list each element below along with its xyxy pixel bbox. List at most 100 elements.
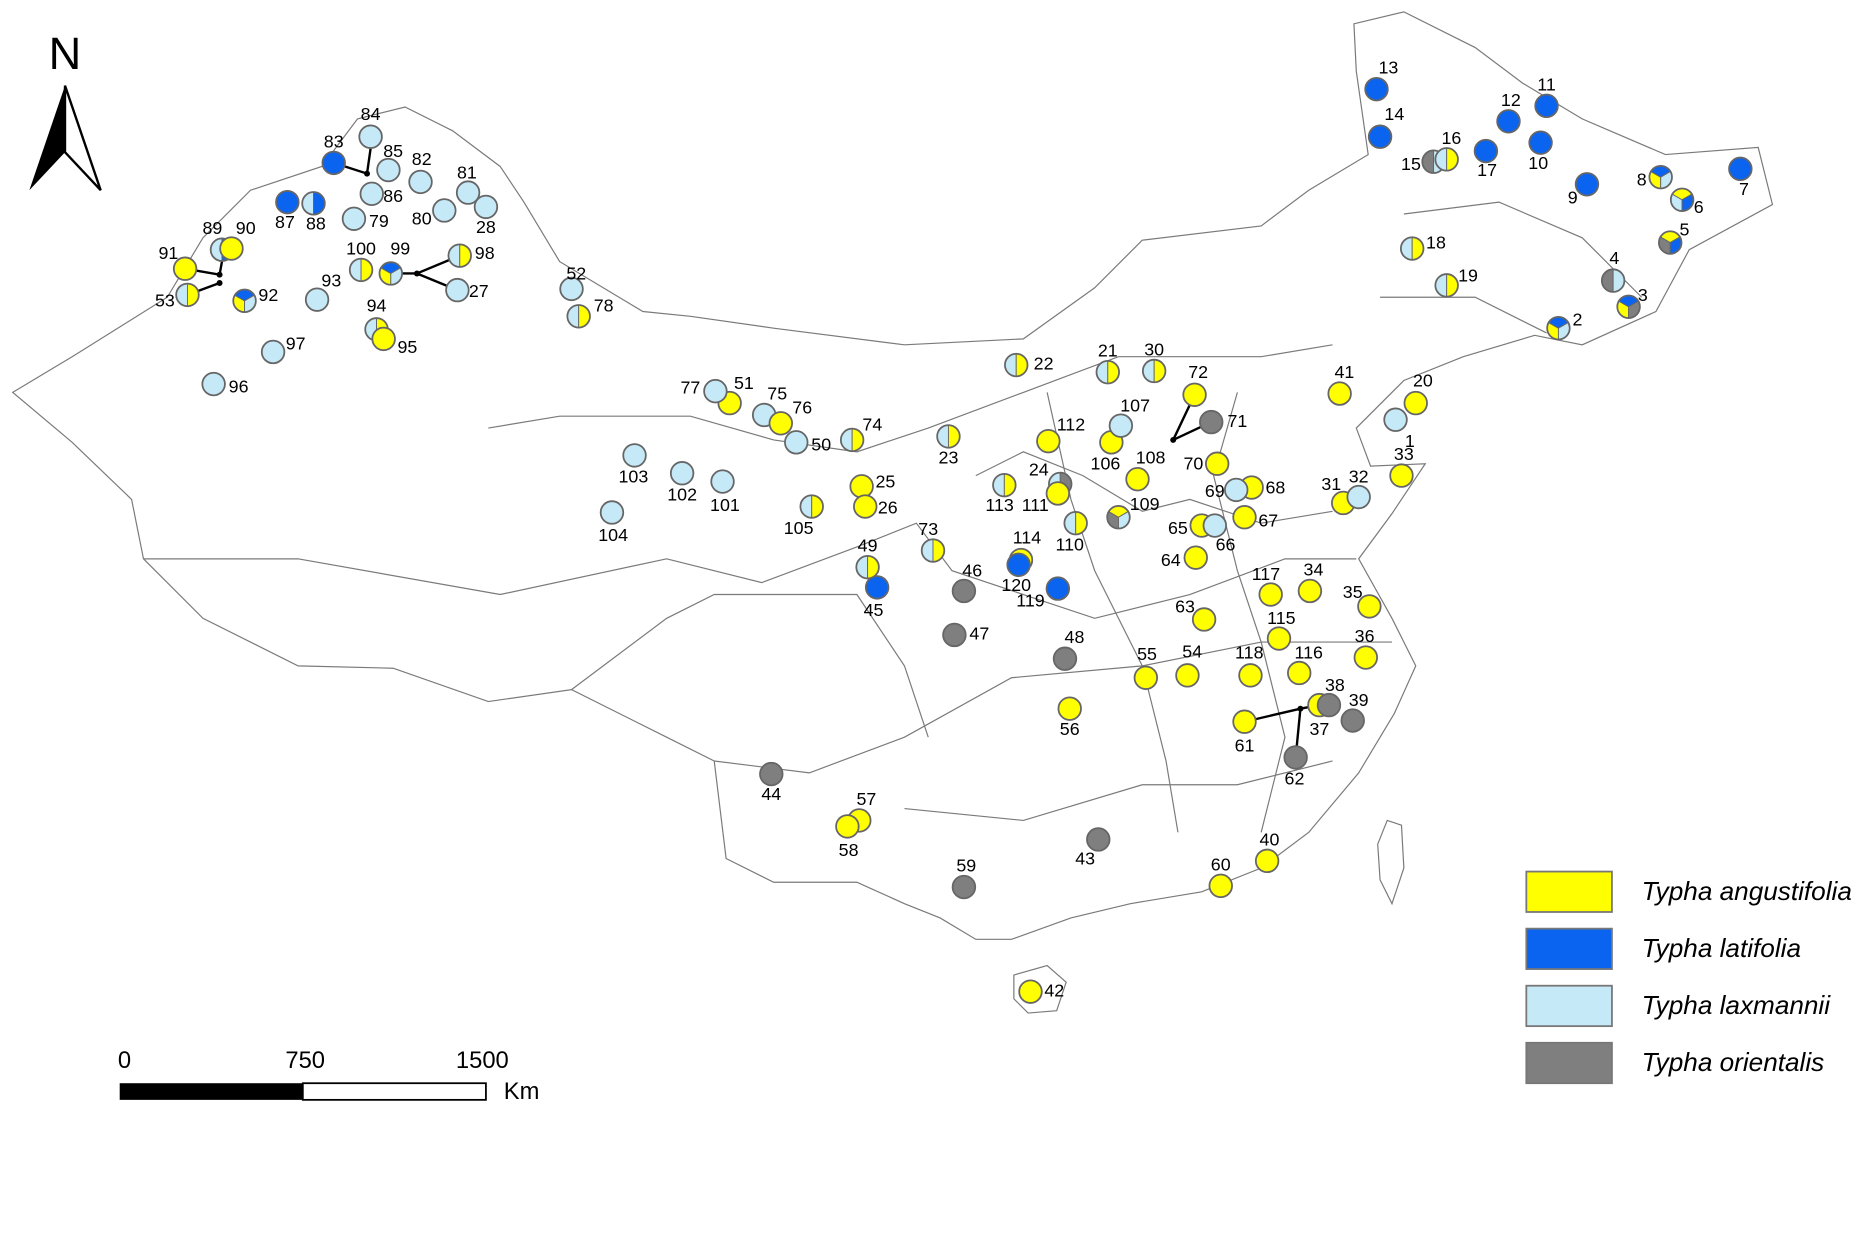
site-marker: [703, 379, 728, 404]
legend: Typha angustifolia Typha latifolia Typha l…: [1525, 870, 1852, 1085]
site-label: 97: [286, 334, 306, 354]
site-label: 82: [412, 149, 432, 169]
site-marker: [1403, 390, 1428, 416]
site-marker: [432, 198, 457, 223]
site-marker: [172, 256, 198, 281]
site-marker: [1254, 848, 1280, 874]
site-marker: [1175, 663, 1200, 688]
site-label: 46: [962, 561, 982, 581]
site-label: 22: [1034, 354, 1054, 374]
site-slice: [1446, 273, 1459, 298]
site-label: 69: [1205, 481, 1225, 501]
site-label: 61: [1235, 735, 1255, 755]
site-marker: [1258, 582, 1283, 607]
site-outline: [855, 554, 880, 580]
site-marker: [1232, 505, 1257, 530]
site-outline: [1648, 164, 1673, 190]
site-marker: [1208, 873, 1233, 899]
legend-label: Typha latifolia: [1642, 933, 1801, 963]
site-label: 40: [1260, 829, 1280, 849]
site-marker: [408, 169, 433, 195]
site-marker: [1182, 382, 1207, 407]
province-line: [488, 344, 1333, 453]
taiwan-outline: [1377, 819, 1405, 906]
legend-swatch: [1525, 1041, 1613, 1085]
site-label: 43: [1075, 848, 1095, 868]
site-slice: [1063, 511, 1077, 535]
site-label: 45: [864, 600, 884, 620]
site-marker: [275, 189, 300, 215]
site-marker: [1283, 745, 1308, 770]
site-outline: [1095, 359, 1120, 385]
scale-black: [119, 1083, 303, 1100]
site-marker: [1191, 607, 1217, 632]
site-outline: [799, 494, 824, 519]
site-marker: [951, 578, 977, 604]
site-outline: [175, 282, 200, 308]
site-slice: [811, 494, 824, 519]
site-label: 104: [598, 525, 628, 545]
site-label: 54: [1182, 641, 1202, 661]
site-label: 19: [1458, 266, 1478, 286]
site-label: 80: [412, 209, 432, 229]
leader-dot: [216, 280, 223, 286]
site-label: 59: [956, 856, 976, 876]
legend-swatch: [1525, 870, 1613, 913]
site-label: 4: [1609, 248, 1619, 268]
site-marker: [1133, 665, 1159, 690]
scale-bar: 0 750 1500 Km: [118, 1047, 540, 1105]
site-label: 65: [1168, 518, 1188, 538]
site-marker: [359, 181, 384, 207]
site-marker: [1346, 484, 1371, 510]
site-marker: [853, 494, 878, 519]
site-label: 31: [1321, 474, 1341, 494]
site-marker: [341, 206, 367, 231]
site-label: 35: [1343, 582, 1363, 602]
site-marker: [1006, 552, 1031, 577]
site-marker: [784, 430, 809, 455]
legend-swatch: [1525, 927, 1613, 970]
leader-dot: [364, 170, 370, 177]
site-marker: [768, 411, 793, 436]
site-label: 37: [1310, 719, 1330, 739]
site-marker: [371, 326, 396, 352]
site-marker: [1534, 93, 1559, 119]
site-marker: [864, 575, 890, 600]
site-label: 42: [1044, 980, 1064, 1000]
site-marker: [1389, 463, 1414, 488]
sites: 1234567891011121314151617181920212223242…: [155, 58, 1753, 1004]
site-marker: [1199, 409, 1224, 435]
site-slice: [301, 191, 314, 216]
site-outline: [936, 424, 961, 449]
site-marker: [710, 469, 735, 494]
site-slice: [448, 243, 461, 268]
province-line: [571, 593, 929, 738]
site-label: 81: [457, 162, 477, 182]
site-label: 84: [361, 104, 381, 124]
site-label: 23: [939, 448, 959, 468]
site-label: 110: [1056, 534, 1085, 554]
site-label: 109: [1130, 494, 1160, 514]
site-label: 85: [383, 141, 403, 161]
site-label: 66: [1216, 534, 1236, 554]
site-marker: [669, 461, 695, 486]
site-label: 56: [1060, 719, 1080, 739]
site-label: 63: [1175, 596, 1195, 616]
site-label: 120: [1001, 575, 1031, 595]
site-outline: [1063, 510, 1088, 536]
site-marker: [1018, 979, 1043, 1004]
site-label: 73: [918, 519, 938, 539]
site-outline: [378, 261, 403, 286]
site-label: 49: [858, 536, 878, 556]
site-label: 32: [1349, 467, 1369, 487]
site-slice: [921, 538, 934, 563]
site-marker: [1473, 138, 1499, 164]
site-marker: [1496, 109, 1521, 134]
site-label: 113: [985, 495, 1014, 515]
site-label: 93: [321, 271, 341, 291]
site-marker: [1316, 692, 1342, 718]
site-label: 74: [862, 414, 882, 434]
leader-dot: [1170, 436, 1177, 443]
scale-unit: Km: [504, 1078, 540, 1105]
